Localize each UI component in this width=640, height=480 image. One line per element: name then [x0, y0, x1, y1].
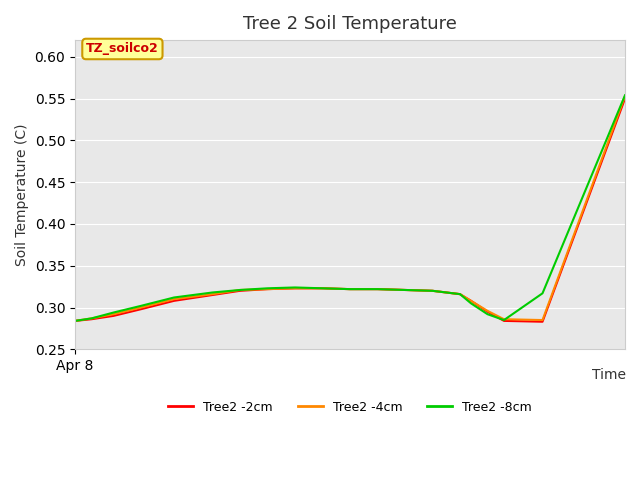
Tree2 -8cm	[500, 317, 508, 323]
Tree2 -4cm	[319, 286, 326, 291]
Tree2 -4cm	[456, 291, 464, 297]
Tree2 -4cm	[71, 318, 79, 324]
Tree2 -2cm	[456, 291, 464, 297]
Tree2 -4cm	[374, 286, 381, 292]
Tree2 -4cm	[236, 287, 244, 293]
Tree2 -2cm	[346, 286, 354, 292]
Tree2 -2cm	[88, 316, 95, 322]
Tree2 -4cm	[264, 286, 271, 292]
Line: Tree2 -4cm: Tree2 -4cm	[75, 96, 625, 321]
Tree2 -4cm	[484, 308, 492, 314]
Tree2 -2cm	[71, 318, 79, 324]
Tree2 -2cm	[539, 319, 547, 324]
Tree2 -8cm	[319, 286, 326, 291]
Tree2 -2cm	[236, 288, 244, 294]
Tree2 -8cm	[209, 289, 216, 295]
Tree2 -8cm	[429, 288, 436, 294]
Tree2 -2cm	[291, 286, 299, 291]
Tree2 -8cm	[401, 287, 409, 293]
X-axis label: Time: Time	[591, 368, 625, 382]
Tree2 -2cm	[374, 286, 381, 292]
Tree2 -8cm	[170, 295, 178, 300]
Line: Tree2 -2cm: Tree2 -2cm	[75, 98, 625, 322]
Tree2 -2cm	[109, 313, 117, 319]
Tree2 -8cm	[109, 310, 117, 315]
Legend: Tree2 -2cm, Tree2 -4cm, Tree2 -8cm: Tree2 -2cm, Tree2 -4cm, Tree2 -8cm	[163, 396, 537, 419]
Tree2 -4cm	[621, 93, 629, 99]
Tree2 -8cm	[539, 290, 547, 296]
Tree2 -2cm	[209, 292, 216, 298]
Tree2 -4cm	[401, 287, 409, 293]
Tree2 -2cm	[500, 318, 508, 324]
Tree2 -4cm	[500, 316, 508, 322]
Tree2 -4cm	[209, 291, 216, 297]
Tree2 -8cm	[467, 300, 475, 306]
Tree2 -8cm	[88, 315, 95, 321]
Title: Tree 2 Soil Temperature: Tree 2 Soil Temperature	[243, 15, 457, 33]
Tree2 -4cm	[88, 315, 95, 321]
Tree2 -8cm	[374, 286, 381, 292]
Tree2 -4cm	[467, 298, 475, 304]
Tree2 -8cm	[346, 286, 354, 292]
Tree2 -4cm	[539, 317, 547, 323]
Tree2 -8cm	[71, 318, 79, 324]
Tree2 -8cm	[484, 312, 492, 317]
Tree2 -8cm	[291, 285, 299, 290]
Tree2 -2cm	[401, 287, 409, 293]
Tree2 -8cm	[264, 286, 271, 291]
Tree2 -4cm	[346, 286, 354, 292]
Tree2 -8cm	[621, 92, 629, 98]
Tree2 -2cm	[484, 309, 492, 314]
Tree2 -2cm	[170, 298, 178, 304]
Tree2 -4cm	[137, 305, 145, 311]
Tree2 -4cm	[170, 296, 178, 302]
Tree2 -8cm	[456, 291, 464, 297]
Tree2 -2cm	[621, 96, 629, 101]
Text: TZ_soilco2: TZ_soilco2	[86, 42, 159, 56]
Y-axis label: Soil Temperature (C): Soil Temperature (C)	[15, 123, 29, 266]
Tree2 -4cm	[429, 288, 436, 294]
Tree2 -4cm	[291, 286, 299, 291]
Tree2 -8cm	[236, 287, 244, 293]
Line: Tree2 -8cm: Tree2 -8cm	[75, 95, 625, 321]
Tree2 -8cm	[137, 303, 145, 309]
Tree2 -2cm	[264, 286, 271, 292]
Tree2 -2cm	[319, 286, 326, 291]
Tree2 -4cm	[109, 312, 117, 317]
Tree2 -2cm	[137, 306, 145, 312]
Tree2 -2cm	[429, 288, 436, 294]
Tree2 -2cm	[467, 298, 475, 304]
